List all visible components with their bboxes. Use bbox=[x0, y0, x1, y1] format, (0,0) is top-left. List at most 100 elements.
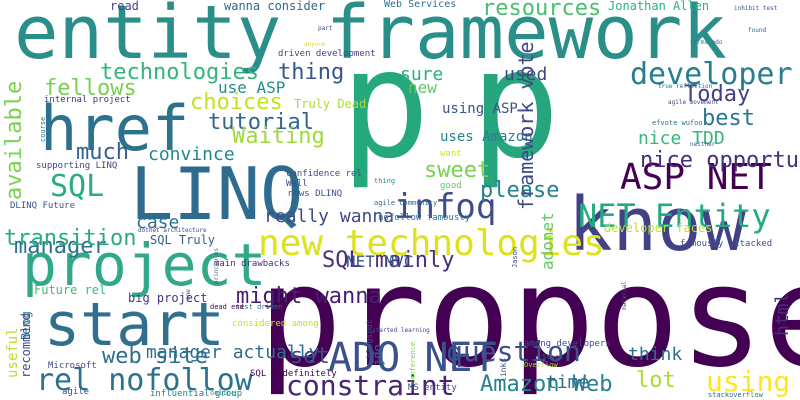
word-confidence-rel: driven development bbox=[278, 49, 376, 59]
word-agile-movement: MS entity bbox=[408, 383, 457, 393]
word-read: uses Amazon bbox=[440, 129, 533, 145]
word-set: SQL mainly bbox=[322, 248, 455, 273]
word-conference: found bbox=[748, 27, 767, 34]
word-truly-dead: new bbox=[408, 78, 437, 97]
word-technologies: technologies bbox=[100, 60, 259, 85]
word-stackoverflow: dead end bbox=[210, 303, 244, 311]
word-resources: resources bbox=[482, 0, 602, 21]
word-nice-opportunity: convince bbox=[148, 144, 235, 165]
word-choices: choices bbox=[190, 90, 283, 115]
word-constraint: constraint bbox=[286, 369, 455, 400]
word-overflow: one bbox=[185, 289, 192, 300]
word-new-technologies: new technologies bbox=[258, 223, 605, 264]
word-influential-group: nofollow famously bbox=[378, 213, 471, 223]
word-started-learning: links bbox=[499, 357, 508, 382]
word-links: forms ado bbox=[690, 39, 723, 46]
word-nice-tdd: sure bbox=[400, 64, 444, 85]
word-sql-truly: using ASP bbox=[442, 101, 518, 117]
word-framework-vote: stackoverflow bbox=[708, 391, 763, 399]
word-nofollow-famously: internal project bbox=[44, 95, 131, 105]
word-please: sweet bbox=[424, 158, 491, 183]
word-neither: conference bbox=[409, 341, 417, 384]
word-well: Truly Dead bbox=[294, 97, 367, 111]
word-using-asp: think bbox=[628, 344, 683, 365]
word-infoq: infoq bbox=[394, 187, 497, 227]
word-sure: Waiting bbox=[232, 124, 325, 149]
word-agile-community: course bbox=[39, 116, 47, 142]
word-considered-among: want bbox=[440, 149, 462, 159]
word-entity-framework: entity framework bbox=[14, 0, 727, 76]
word-ms-entity: famously attacked bbox=[680, 239, 773, 249]
word-internal-project: wanna consider bbox=[224, 0, 326, 13]
word-main-drawbacks: confidence rel bbox=[286, 169, 362, 179]
word-found: online bbox=[210, 389, 236, 397]
word-one: neither bbox=[690, 141, 716, 148]
word-asp-net: ASP NET bbox=[620, 157, 772, 198]
word-inhibit-test: agile bbox=[62, 387, 90, 397]
word-forms-ado: influential group bbox=[150, 389, 243, 399]
word-today: Today bbox=[684, 82, 751, 107]
word-among-developers: main drawbacks bbox=[214, 259, 290, 269]
word-time: might wanna bbox=[236, 284, 382, 309]
word-developer-faces: supporting LINQ bbox=[36, 161, 118, 171]
word-used: thing bbox=[278, 60, 345, 85]
word-fellows: fellows bbox=[44, 76, 137, 101]
word-true-reflection: SQL indefinitely bbox=[250, 369, 337, 379]
word-dotnet-architecture: Overflow bbox=[524, 361, 558, 369]
word-driven-development: among developers bbox=[524, 339, 611, 349]
word-manager-actually: nice TDD bbox=[638, 128, 725, 149]
word-famously-attacked: DLINQ Future bbox=[10, 201, 76, 211]
word-web-site: used bbox=[504, 64, 548, 85]
word-big-project: read bbox=[110, 0, 139, 13]
word-net-entity: NET Entity bbox=[578, 197, 771, 235]
word-part: Microsoft bbox=[48, 361, 97, 371]
word-microsoft: thing bbox=[374, 177, 396, 185]
word-developer: developer bbox=[630, 57, 793, 92]
word-propose: propose bbox=[258, 236, 800, 399]
word-using: using bbox=[706, 365, 791, 398]
word-efvote-wufoo: blogspot bbox=[365, 319, 374, 358]
word-wanna-consider: adonet bbox=[538, 212, 557, 270]
word-amazon-web: NET MVC bbox=[346, 252, 414, 271]
word-anyone: considered among bbox=[232, 319, 319, 329]
word-blogspot: inhibit test bbox=[734, 5, 778, 12]
word-use-asp: time bbox=[546, 372, 590, 393]
word-dlinq-future: Jonathan Allen bbox=[608, 0, 710, 13]
word-online: agile community bbox=[374, 199, 438, 207]
word-agile: good bbox=[440, 181, 462, 191]
word-principles: efvote wufoo bbox=[652, 119, 703, 127]
word-convince: available bbox=[2, 80, 27, 200]
word-jdo: principles bbox=[213, 247, 220, 284]
word-lot: set bbox=[290, 344, 330, 369]
word-news-dlinq: Future rel bbox=[34, 283, 107, 297]
word-ado-net: ADO NET bbox=[328, 335, 497, 381]
word-sql-indefinitely: developer faces bbox=[604, 221, 713, 235]
word-html: started learning bbox=[372, 327, 430, 334]
word-case: web site bbox=[102, 344, 208, 369]
word-linq: LINQ bbox=[130, 152, 304, 236]
word-thing: much bbox=[76, 140, 129, 165]
word-blog: dotnet architecture bbox=[138, 227, 207, 234]
word-sweet: transition bbox=[4, 226, 137, 251]
word-good-vertical: recommend bbox=[19, 312, 33, 378]
word-waiting: framework vote bbox=[514, 41, 538, 210]
word-new: lot bbox=[636, 368, 676, 393]
word-sql: SQL bbox=[50, 169, 105, 204]
word-web-services: useful bbox=[5, 327, 21, 378]
word-course: part bbox=[318, 25, 333, 32]
word-recommend: anyone bbox=[304, 41, 326, 48]
word-sql-mainly: manager actually bbox=[146, 342, 320, 363]
word-net-mvc: really wanna bbox=[264, 206, 395, 227]
word-p-large-2: p bbox=[470, 18, 561, 192]
word-best: best bbox=[702, 106, 755, 131]
word-transition: nice opportunity bbox=[640, 148, 800, 173]
word-think: Amazon Web bbox=[480, 372, 613, 397]
word-jason: agile movement bbox=[668, 99, 719, 106]
word-start: start bbox=[44, 290, 225, 360]
word-tutorial: tutorial bbox=[208, 110, 314, 135]
word-available: Stack bbox=[542, 353, 564, 361]
word-really-wanna: html bbox=[772, 292, 793, 336]
word-useful: Jason bbox=[511, 246, 519, 268]
word-adonet: material bbox=[621, 281, 628, 310]
